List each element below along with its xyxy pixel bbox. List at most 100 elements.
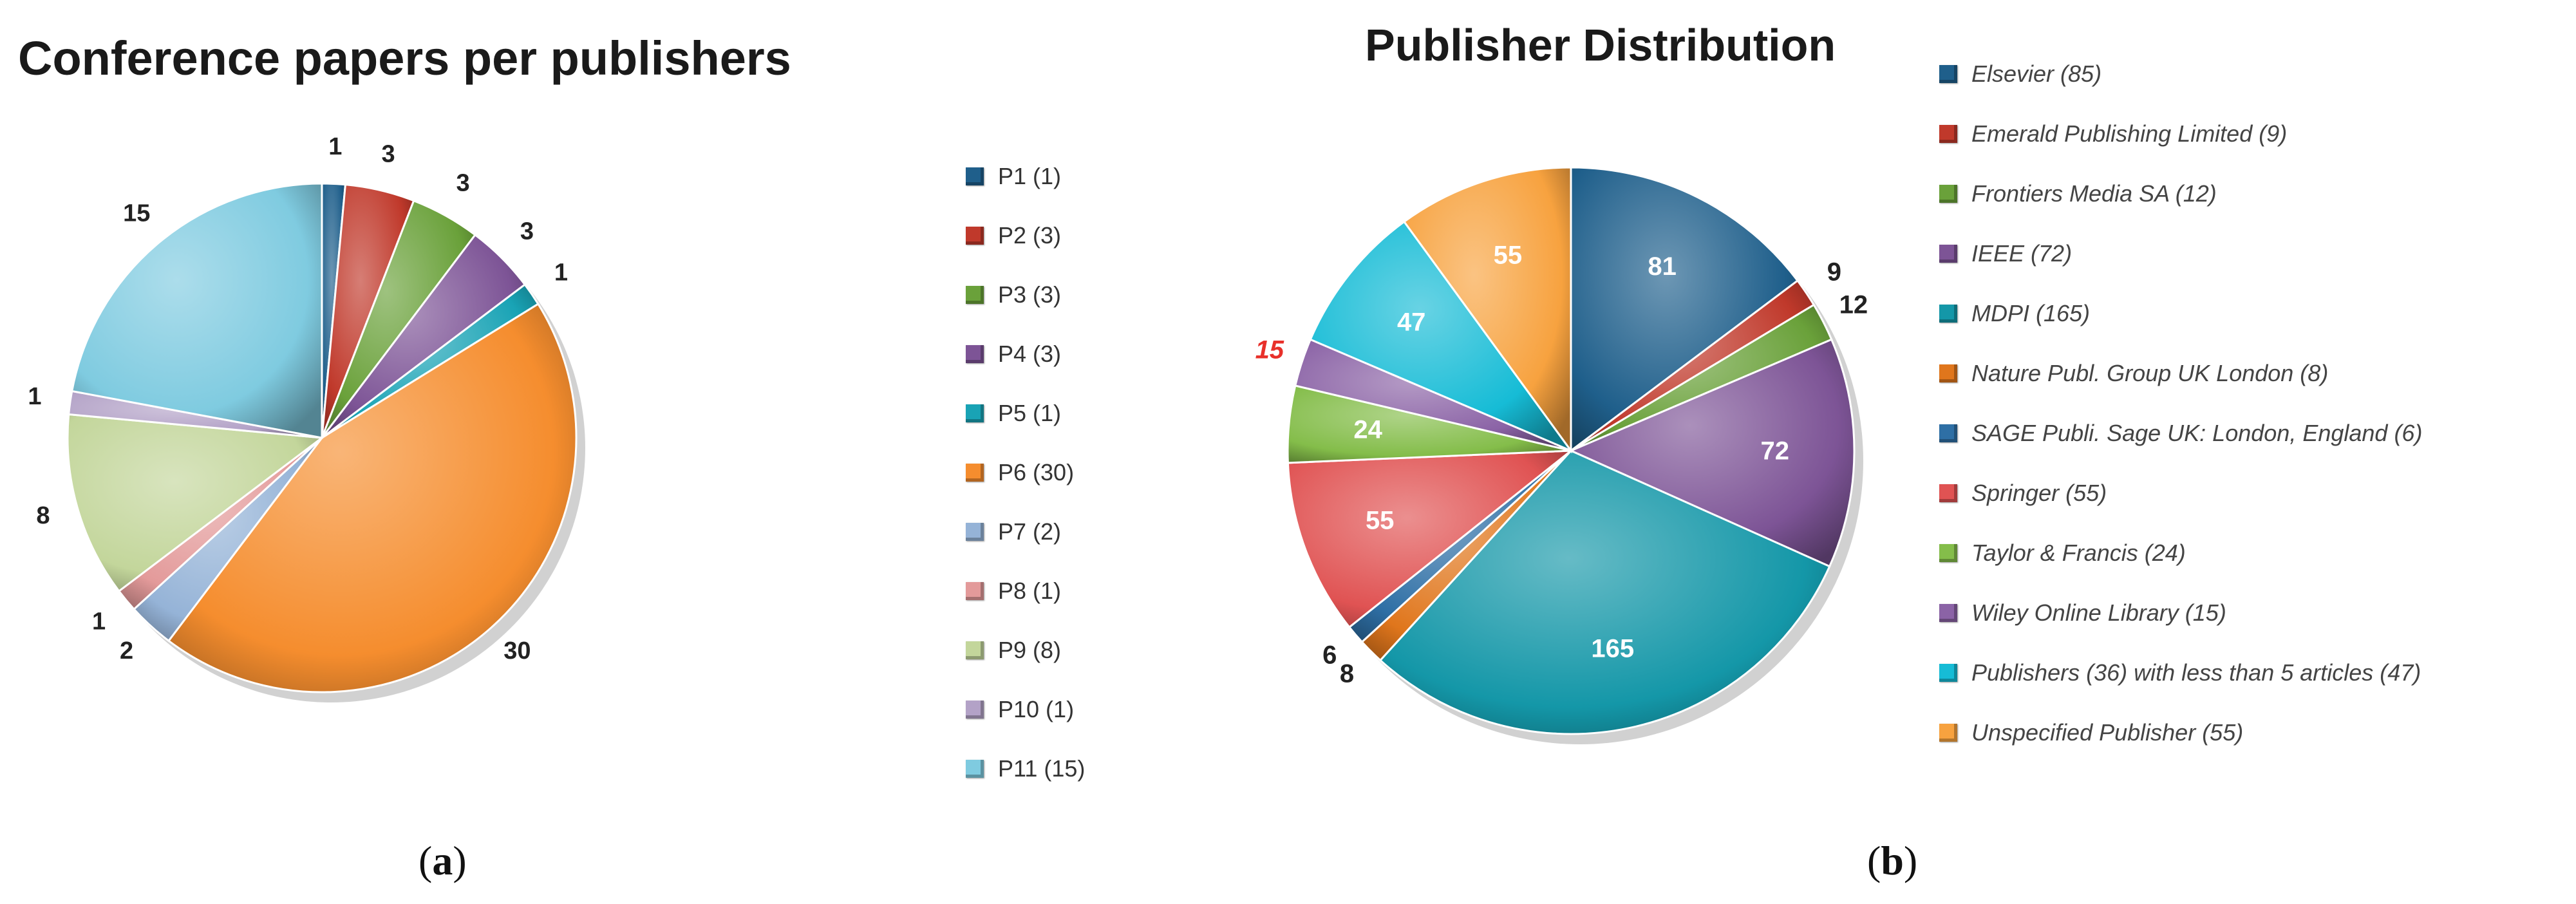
legend-swatch xyxy=(1939,64,1957,83)
legend-swatch xyxy=(966,641,984,659)
legend-item: P5 (1) xyxy=(966,384,1085,443)
legend-item: P2 (3) xyxy=(966,206,1085,265)
legend-item: Wiley Online Library (15) xyxy=(1939,583,2422,643)
data-label: 1 xyxy=(28,383,41,410)
data-label: 1 xyxy=(554,259,568,287)
pie-slice xyxy=(1570,166,1800,453)
pie-slice xyxy=(70,182,323,439)
legend-item: MDPI (165) xyxy=(1939,283,2422,343)
pie-chart-b: 81 9 12 72 165 86 55 24 15 47 55 xyxy=(1255,166,1868,744)
legend-label: Springer (55) xyxy=(1971,479,2107,506)
legend-item: P4 (3) xyxy=(966,325,1085,384)
legend-label: P4 (3) xyxy=(998,341,1062,367)
pie-slice xyxy=(1378,449,1831,735)
legend-swatch xyxy=(1939,543,1957,562)
data-label: 12 xyxy=(1839,290,1868,319)
legend-item: P6 (30) xyxy=(966,443,1085,502)
legend-item: P1 (1) xyxy=(966,147,1085,206)
legend-label: Wiley Online Library (15) xyxy=(1971,599,2226,626)
pie-slice xyxy=(1309,220,1574,453)
data-label: 15 xyxy=(1255,336,1284,364)
legend-swatch xyxy=(966,345,984,363)
legend-swatch xyxy=(1939,723,1957,742)
pie-slice xyxy=(1402,166,1572,454)
legend-item: Frontiers Media SA (12) xyxy=(1939,164,2422,223)
legend-swatch xyxy=(966,701,984,719)
legend-label: SAGE Publi. Sage UK: London, England (6) xyxy=(1971,419,2423,446)
legend-item: P8 (1) xyxy=(966,561,1085,621)
legend-item: Elsevier (85) xyxy=(1939,44,2422,104)
chart-title: Conference papers per publishers xyxy=(18,32,791,85)
legend-item: Springer (55) xyxy=(1939,463,2422,523)
legend-label: Elsevier (85) xyxy=(1971,60,2102,87)
legend-swatch xyxy=(1939,124,1957,143)
legend-item: Taylor & Francis (24) xyxy=(1939,523,2422,583)
legend-item: SAGE Publi. Sage UK: London, England (6) xyxy=(1939,403,2422,463)
legend-swatch xyxy=(966,582,984,600)
legend-swatch xyxy=(966,167,984,185)
data-label: 165 xyxy=(1591,635,1634,663)
pie-slice xyxy=(1568,338,1856,568)
data-label: 55 xyxy=(1494,241,1523,269)
legend-item: P3 (3) xyxy=(966,265,1085,325)
data-label: 6 xyxy=(1322,641,1337,670)
legend-swatch xyxy=(1939,603,1957,622)
pie-slice xyxy=(66,413,324,593)
data-label: 72 xyxy=(1761,437,1790,465)
legend-label: P9 (8) xyxy=(998,637,1062,663)
legend-label: P5 (1) xyxy=(998,400,1062,426)
legend-swatch xyxy=(1939,663,1957,682)
panel-label-a: (a) xyxy=(418,838,467,883)
legend-swatch xyxy=(966,227,984,245)
data-label: 3 xyxy=(456,170,470,197)
data-label: 3 xyxy=(382,141,395,168)
legend-swatch xyxy=(1939,364,1957,382)
legend-item: IEEE (72) xyxy=(1939,223,2422,283)
chart-title: Publisher Distribution xyxy=(1365,20,1836,70)
legend-label: Unspecified Publisher (55) xyxy=(1971,719,2244,746)
legend-label: Nature Publ. Group UK London (8) xyxy=(1971,359,2329,386)
legend-label: IEEE (72) xyxy=(1971,240,2073,267)
legend-label: P6 (30) xyxy=(998,459,1075,485)
data-label: 1 xyxy=(328,133,342,160)
legend-swatch xyxy=(1939,424,1957,442)
legend-swatch xyxy=(1939,484,1957,502)
data-label: 15 xyxy=(123,200,150,227)
legend-swatch xyxy=(1939,184,1957,203)
legend-label: P2 (3) xyxy=(998,222,1062,249)
legend-swatch xyxy=(966,286,984,304)
legend-label: P11 (15) xyxy=(998,755,1086,782)
legend-a: P1 (1) P2 (3) P3 (3) P4 (3) P5 (1) P6 (30) P7 … xyxy=(966,147,1085,798)
data-label: 8 xyxy=(1340,660,1354,688)
panel-b: Publisher Distribution 81 9 12 72 165 8 6 55 24 1… xyxy=(1255,0,2576,904)
legend-item: Unspecified Publisher (55) xyxy=(1939,702,2422,762)
panel-a: Conference papers per publishers 1 3 3 3 1 30… xyxy=(0,0,1262,904)
legend-item: Publishers (36) with less than 5 article… xyxy=(1939,643,2422,702)
legend-label: P1 (1) xyxy=(998,163,1062,189)
legend-item: Nature Publ. Group UK London (8) xyxy=(1939,343,2422,403)
legend-swatch xyxy=(1939,244,1957,263)
pie-slice xyxy=(1286,449,1574,629)
data-label: 2 xyxy=(120,637,133,664)
data-label: 9 xyxy=(1827,258,1841,286)
legend-swatch xyxy=(966,404,984,422)
legend-item: P11 (15) xyxy=(966,739,1085,798)
legend-label: P7 (2) xyxy=(998,518,1062,545)
legend-label: Emerald Publishing Limited (9) xyxy=(1971,120,2288,147)
data-label: 47 xyxy=(1397,308,1426,336)
legend-label: Publishers (36) with less than 5 article… xyxy=(1971,659,2421,686)
data-label: 81 xyxy=(1648,252,1677,281)
legend-label: MDPI (165) xyxy=(1971,299,2091,326)
legend-item: P10 (1) xyxy=(966,680,1085,739)
legend-item: P7 (2) xyxy=(966,502,1085,561)
legend-label: Frontiers Media SA (12) xyxy=(1971,180,2217,207)
data-label: 24 xyxy=(1353,416,1382,444)
data-label: 1 xyxy=(92,608,106,636)
panel-label-b: (b) xyxy=(1867,838,1918,883)
legend-label: P8 (1) xyxy=(998,578,1062,604)
data-label: 30 xyxy=(503,637,531,664)
legend-label: P3 (3) xyxy=(998,281,1062,308)
legend-swatch xyxy=(966,464,984,482)
legend-swatch xyxy=(966,760,984,778)
